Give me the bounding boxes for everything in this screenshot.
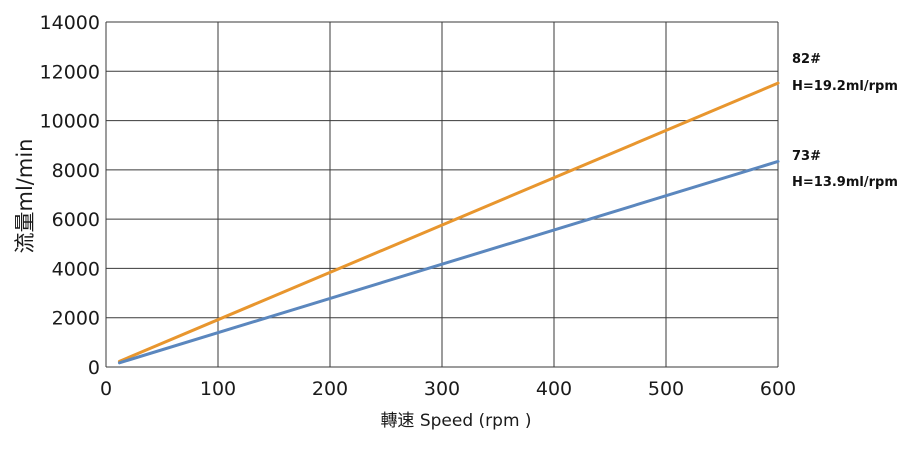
x-tick-label: 300 [424, 378, 460, 400]
series-name-label: 73# [792, 149, 821, 164]
series-annotation-label: H=13.9ml/rpm [792, 175, 898, 190]
x-tick-labels: 0 100 200 300 400 500 600 [100, 378, 796, 400]
x-tick-label: 400 [536, 378, 572, 400]
series-name-label: 82# [792, 52, 821, 67]
x-tick-label: 0 [100, 378, 112, 400]
series-line-73 [117, 159, 780, 365]
y-tick-label: 14000 [40, 12, 100, 34]
y-tick-labels: 0 2000 4000 6000 8000 10000 12000 14000 [40, 12, 100, 379]
x-axis-label: 轉速 Speed (rpm ) [380, 411, 531, 431]
x-tick-label: 600 [760, 378, 796, 400]
y-tick-label: 4000 [52, 258, 100, 280]
grid [105, 21, 779, 368]
series-annotations: 82# H=19.2ml/rpm 73# H=13.9ml/rpm [792, 52, 898, 190]
y-tick-label: 10000 [40, 111, 100, 133]
x-tick-label: 500 [648, 378, 684, 400]
y-tick-label: 2000 [52, 308, 100, 330]
y-axis-label: 流量ml/min [13, 139, 37, 254]
y-tick-label: 0 [88, 357, 100, 379]
y-tick-label: 8000 [52, 160, 100, 182]
x-tick-label: 200 [312, 378, 348, 400]
y-tick-label: 12000 [40, 61, 100, 83]
series-lines [117, 81, 780, 365]
x-tick-label: 100 [200, 378, 236, 400]
series-line-82 [117, 81, 780, 363]
y-tick-label: 6000 [52, 209, 100, 231]
series-annotation-label: H=19.2ml/rpm [792, 79, 898, 94]
